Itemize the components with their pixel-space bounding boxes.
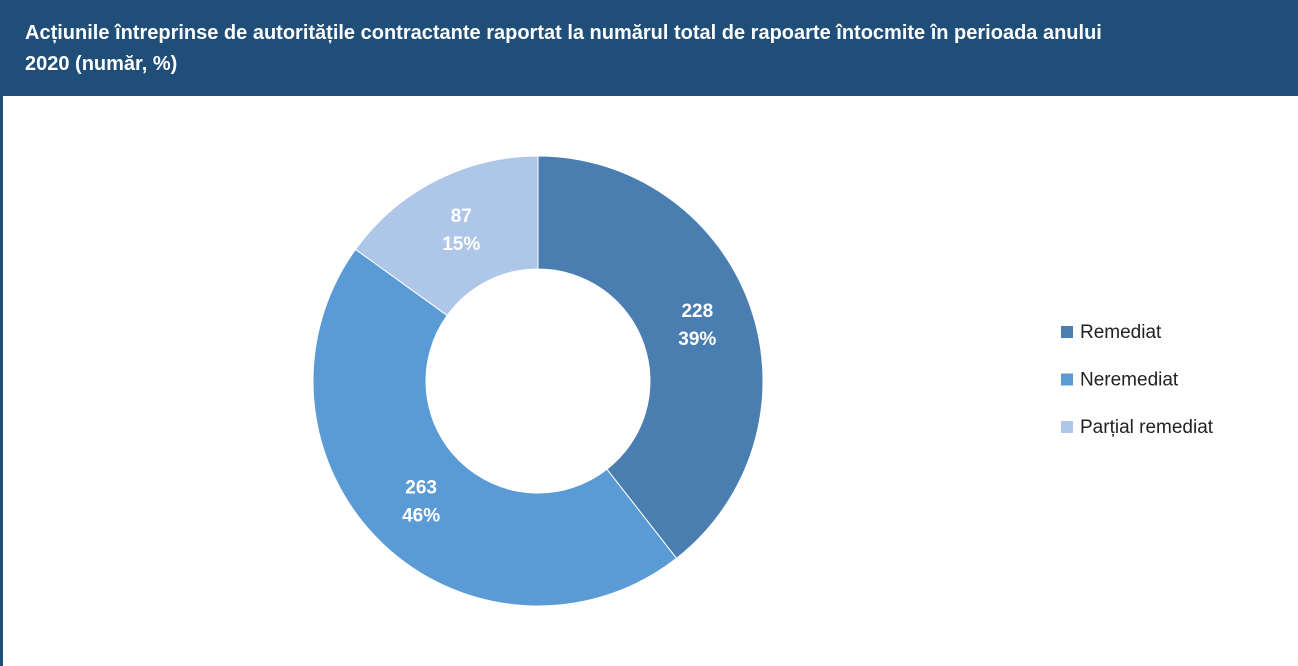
legend-swatch <box>1061 421 1073 433</box>
share-label: 46% <box>402 505 440 526</box>
data-label: 87 <box>451 206 472 227</box>
data-label: 228 <box>681 301 713 322</box>
slice <box>537 155 764 560</box>
slice <box>354 155 539 317</box>
legend-swatch <box>1061 373 1073 386</box>
chart: 228 39% 263 46% 87 15% Remediat Neremediat Parți… <box>312 155 1214 607</box>
share-label: 39% <box>678 329 716 350</box>
share-label: 15% <box>442 234 480 255</box>
legend-label: Parțial remediat <box>1080 417 1214 438</box>
data-label: 263 <box>405 477 437 498</box>
legend-label: Neremediat <box>1080 370 1179 391</box>
legend-label: Remediat <box>1080 322 1162 343</box>
slice <box>312 248 678 607</box>
legend-swatch <box>1061 326 1073 338</box>
chart-title: Acțiunile întreprinse de autoritățile co… <box>3 0 1298 96</box>
